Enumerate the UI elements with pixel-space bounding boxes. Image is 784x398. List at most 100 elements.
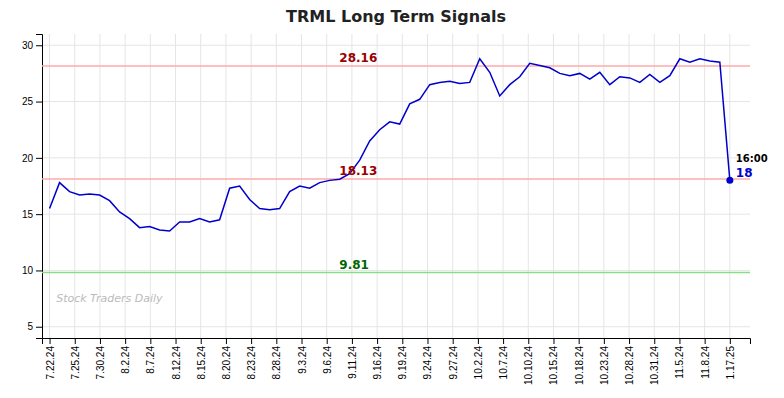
y-tick-mark	[36, 327, 42, 328]
x-tick: 7.25.24	[70, 338, 81, 379]
x-tick-label: 8.28.24	[271, 346, 282, 380]
reference-label: 9.81	[339, 258, 369, 272]
grid-line-y	[42, 45, 750, 46]
x-tick-mark	[352, 338, 353, 344]
x-tick: 8.12.24	[171, 338, 182, 379]
x-tick-mark	[276, 338, 277, 344]
x-tick-mark	[100, 338, 101, 344]
x-tick-mark	[251, 338, 252, 344]
x-tick: 9.19.24	[397, 338, 408, 379]
watermark: Stock Traders Daily	[56, 292, 163, 305]
x-axis: 7.22.247.25.247.30.248.2.248.7.248.12.24…	[43, 338, 751, 385]
grid-line-x	[729, 34, 730, 338]
x-tick-mark	[226, 338, 227, 344]
x-tick-label: 8.2.24	[120, 346, 131, 374]
y-tick-mark	[36, 158, 42, 159]
grid-line-x	[326, 34, 327, 338]
x-tick: 10.7.24	[498, 338, 509, 379]
y-tick: 5	[27, 321, 42, 332]
y-tick-mark	[36, 102, 42, 103]
price-line	[50, 59, 730, 231]
grid	[42, 34, 750, 338]
x-tick-label: 9.3.24	[297, 346, 308, 374]
x-tick-label: 11.8.24	[700, 346, 711, 379]
grid-line-x	[225, 34, 226, 338]
x-tick: 8.20.24	[221, 338, 232, 379]
reference-label: 28.16	[339, 51, 377, 65]
x-tick-mark	[503, 338, 504, 344]
y-tick-label: 20	[22, 153, 34, 164]
x-tick-label: 9.27.24	[448, 346, 459, 380]
x-tick: 8.7.24	[145, 338, 156, 374]
grid-line-x	[427, 34, 428, 338]
reference-line	[42, 272, 750, 274]
x-tick: 10.31.24	[649, 338, 660, 385]
x-tick-mark	[579, 338, 580, 344]
grid-line-y	[42, 157, 750, 158]
x-tick: 10.23.24	[599, 338, 610, 385]
grid-line-x	[553, 34, 554, 338]
x-tick-mark	[730, 338, 731, 344]
x-tick-mark	[302, 338, 303, 344]
y-tick: 25	[22, 96, 42, 107]
plot: 7.22.247.25.247.30.248.2.248.7.248.12.24…	[22, 34, 768, 385]
x-tick: 9.27.24	[448, 338, 459, 379]
y-axis: 51015202530	[22, 35, 43, 339]
y-tick: 20	[22, 153, 42, 164]
y-axis-line	[36, 35, 43, 339]
grid-line-x	[528, 34, 529, 338]
y-tick-label: 5	[27, 321, 33, 332]
x-tick-label: 8.15.24	[196, 346, 207, 380]
x-tick: 7.30.24	[95, 338, 106, 379]
y-tick-mark	[36, 45, 42, 46]
x-tick: 9.3.24	[297, 338, 308, 374]
reference-label: 18.13	[339, 164, 377, 178]
grid-line-x	[452, 34, 453, 338]
x-tick: 10.10.24	[523, 338, 534, 385]
x-tick-label: 10.10.24	[523, 346, 534, 385]
grid-line-y	[42, 101, 750, 102]
x-tick: 8.23.24	[246, 338, 257, 379]
x-tick: 1.17.25	[725, 338, 736, 379]
marks	[42, 59, 750, 273]
x-tick-label: 10.31.24	[649, 346, 660, 385]
grid-line-y	[42, 270, 750, 271]
grid-line-x	[654, 34, 655, 338]
x-tick-label: 11.5.24	[674, 346, 685, 379]
x-tick-label: 7.25.24	[70, 346, 81, 380]
chart: 7.22.247.25.247.30.248.2.248.7.248.12.24…	[0, 0, 784, 398]
x-tick-label: 10.18.24	[574, 346, 585, 385]
x-tick-mark	[377, 338, 378, 344]
grid-line-x	[477, 34, 478, 338]
x-tick-mark	[125, 338, 126, 344]
grid-line-x	[503, 34, 504, 338]
grid-line-x	[603, 34, 604, 338]
last-point	[726, 177, 733, 184]
x-tick: 9.16.24	[372, 338, 383, 379]
x-tick-mark	[453, 338, 454, 344]
x-tick-mark	[327, 338, 328, 344]
annotations: 28.1618.139.8116:0018Stock Traders Daily	[56, 51, 768, 305]
x-tick: 10.15.24	[548, 338, 559, 385]
grid-line-x	[351, 34, 352, 338]
x-tick: 10.18.24	[574, 338, 585, 385]
x-tick: 8.15.24	[196, 338, 207, 379]
y-tick: 15	[22, 209, 42, 220]
x-tick-mark	[427, 338, 428, 344]
x-tick: 9.24.24	[422, 338, 433, 379]
x-tick: 10.2.24	[473, 338, 484, 379]
grid-line-x	[578, 34, 579, 338]
last-point-label: 16:00	[736, 153, 768, 164]
x-tick-mark	[528, 338, 529, 344]
y-tick: 10	[22, 265, 42, 276]
grid-line-x	[49, 34, 50, 338]
x-tick-label: 9.24.24	[422, 346, 433, 380]
x-tick: 8.2.24	[120, 338, 131, 374]
x-tick-label: 8.23.24	[246, 346, 257, 380]
y-tick-label: 15	[22, 209, 34, 220]
y-tick-label: 25	[22, 96, 34, 107]
x-tick-label: 10.28.24	[624, 346, 635, 385]
y-tick-label: 10	[22, 265, 34, 276]
y-tick-mark	[36, 270, 42, 271]
x-tick-mark	[654, 338, 655, 344]
